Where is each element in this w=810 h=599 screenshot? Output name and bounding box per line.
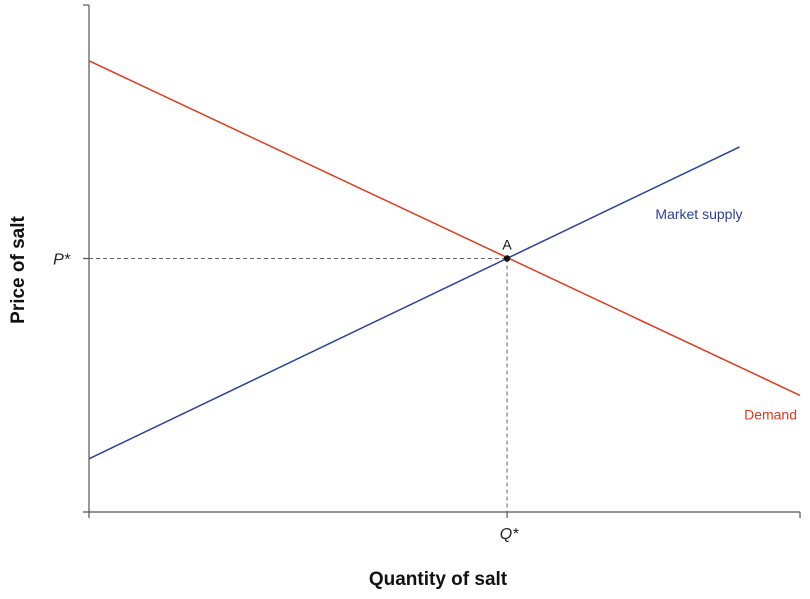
market-supply-curve	[88, 146, 740, 460]
x-axis-title: Quantity of salt	[369, 569, 508, 590]
demand-label: Demand	[744, 406, 797, 422]
axes	[83, 4, 801, 518]
x-tick-label: Q*	[500, 526, 519, 543]
equilibrium-point	[503, 255, 511, 262]
y-tick-label: P*	[53, 252, 71, 269]
series-layer	[88, 60, 801, 460]
equilibrium-guides	[83, 257, 508, 518]
demand-curve	[88, 60, 801, 397]
market-supply-label: Market supply	[655, 206, 742, 222]
equilibrium-label: A	[502, 237, 512, 253]
y-axis-title: Price of salt	[8, 215, 29, 323]
